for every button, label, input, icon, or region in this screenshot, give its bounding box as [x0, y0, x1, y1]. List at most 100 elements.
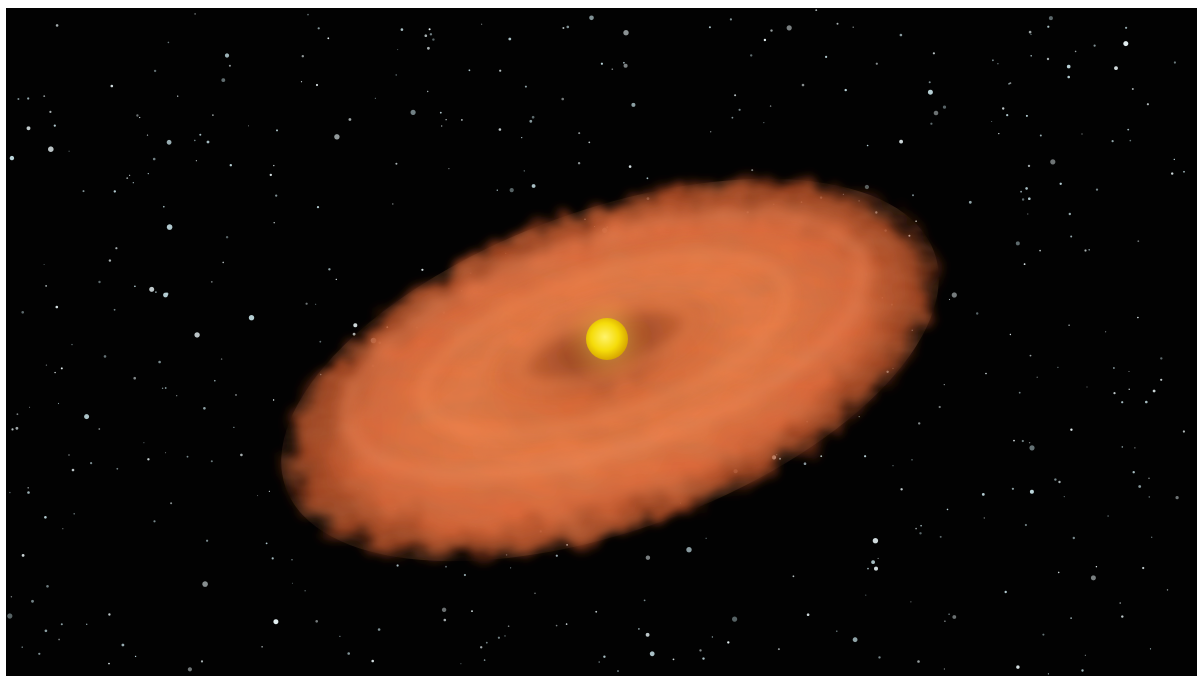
star [21, 554, 25, 557]
star [221, 78, 226, 82]
star [498, 128, 502, 131]
star [291, 582, 293, 584]
star [228, 64, 231, 67]
star [315, 303, 317, 305]
star [1020, 190, 1022, 193]
star [53, 124, 56, 127]
star [836, 630, 838, 632]
star [738, 108, 741, 111]
star [400, 28, 404, 31]
star [777, 648, 780, 651]
star [1121, 446, 1124, 448]
star [421, 268, 424, 271]
star [291, 559, 293, 561]
star [948, 613, 950, 615]
star [1171, 172, 1174, 175]
star [149, 286, 155, 292]
star [943, 384, 945, 386]
star [631, 102, 636, 107]
star [301, 55, 304, 58]
star [645, 555, 651, 560]
star [427, 46, 430, 50]
star [1063, 496, 1065, 498]
star [271, 557, 274, 560]
star [1107, 515, 1109, 517]
star [1111, 140, 1114, 143]
star [11, 428, 14, 431]
star [448, 168, 450, 170]
star [803, 462, 807, 466]
star [820, 455, 823, 458]
star [353, 323, 358, 328]
star [951, 292, 957, 298]
star [82, 190, 85, 193]
star [976, 312, 979, 315]
star [1127, 128, 1130, 131]
star [439, 111, 442, 114]
star [1131, 88, 1134, 90]
star [732, 616, 738, 622]
star [1095, 566, 1098, 568]
star [1025, 114, 1028, 117]
star [1039, 249, 1041, 252]
star [1134, 447, 1136, 449]
star [1028, 30, 1032, 34]
star [1068, 212, 1072, 216]
star [395, 74, 397, 76]
star [445, 119, 447, 121]
star [166, 224, 173, 230]
star [275, 194, 278, 197]
star [319, 340, 322, 343]
star [600, 62, 604, 65]
star [1128, 371, 1130, 372]
star [62, 528, 64, 530]
star [997, 63, 999, 65]
star [992, 59, 994, 62]
star [1057, 571, 1060, 574]
star [952, 615, 957, 619]
star [763, 38, 767, 42]
star [129, 174, 131, 176]
star [566, 25, 570, 29]
star [27, 97, 30, 100]
star [1011, 487, 1015, 490]
star [1025, 187, 1028, 190]
star [269, 173, 272, 177]
star [15, 426, 19, 430]
star [427, 90, 429, 93]
star [948, 298, 951, 301]
star [946, 508, 949, 511]
star [108, 662, 110, 665]
star [534, 592, 536, 595]
star [46, 585, 49, 588]
star [686, 547, 692, 553]
star [588, 141, 591, 144]
star [1173, 61, 1176, 64]
star [273, 164, 275, 167]
star [710, 131, 712, 133]
star [900, 488, 903, 491]
star [496, 189, 498, 191]
star [1084, 654, 1086, 656]
star [194, 139, 196, 142]
star [991, 121, 993, 122]
star [335, 278, 337, 281]
star [60, 367, 63, 370]
star [233, 426, 235, 428]
star [71, 343, 73, 346]
central-star [586, 318, 628, 360]
star [1151, 536, 1153, 538]
star [84, 414, 90, 420]
star [1137, 316, 1139, 319]
star [1132, 471, 1135, 474]
star [206, 539, 209, 542]
star [1142, 566, 1145, 570]
star [26, 126, 31, 131]
star [9, 491, 11, 494]
star [116, 467, 119, 470]
star [504, 635, 506, 637]
star [577, 162, 581, 165]
star [1024, 523, 1027, 527]
star [1048, 16, 1053, 21]
